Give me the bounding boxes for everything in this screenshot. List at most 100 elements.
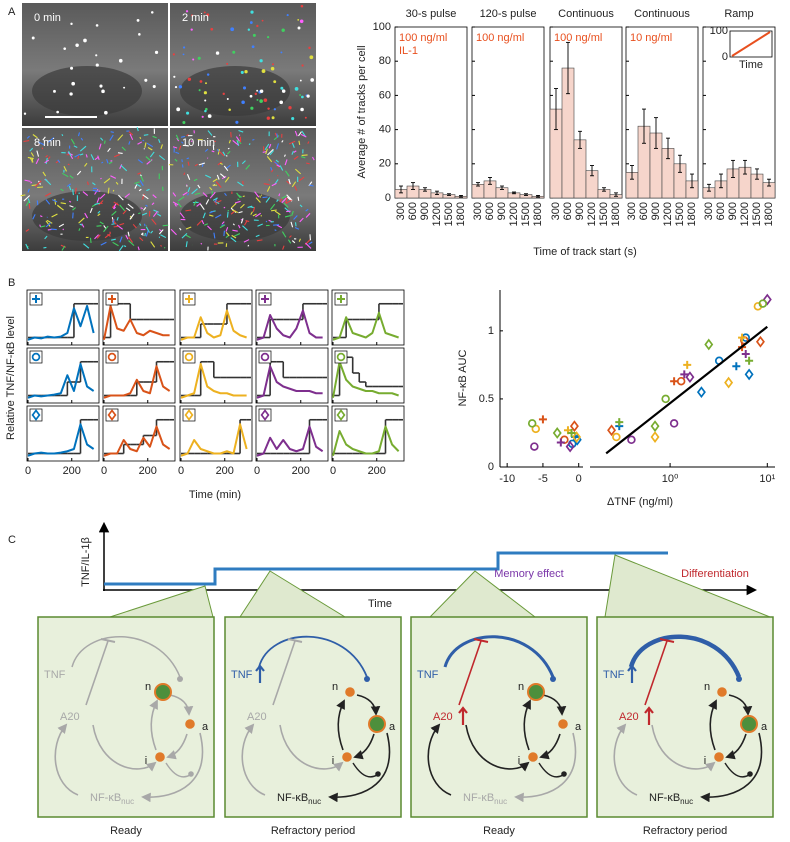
node-label: i (704, 755, 706, 767)
track (216, 174, 220, 180)
track-spot (228, 108, 231, 112)
marker-diamond (762, 293, 772, 306)
track (45, 199, 51, 205)
node-label: n (332, 681, 338, 693)
track (177, 202, 182, 208)
track (248, 143, 251, 146)
cell-nucleus (32, 191, 142, 241)
track (264, 143, 270, 151)
track-spot (215, 51, 220, 55)
track-spot (254, 92, 258, 96)
x-tick-label: 200 (139, 465, 157, 477)
nfkb-trace (332, 360, 399, 398)
track (151, 202, 155, 206)
x-tick-label: 1200 (739, 202, 751, 226)
marker-plus (683, 360, 692, 369)
cell-nucleus (32, 66, 142, 116)
track-spot (176, 107, 181, 112)
track (136, 183, 141, 188)
track (312, 156, 315, 161)
a-to-nfkb (328, 732, 391, 803)
track (137, 159, 143, 164)
annotation: 100 ng/ml (399, 32, 447, 44)
track-spot (291, 117, 295, 121)
track (141, 193, 145, 200)
track (146, 159, 153, 165)
track (25, 243, 29, 250)
track-spot (204, 99, 207, 102)
x-tick-label: 0 (101, 465, 107, 477)
track (191, 188, 198, 195)
track (247, 244, 250, 247)
track-spot (294, 87, 299, 91)
track (298, 176, 305, 182)
track-spot (203, 91, 207, 95)
nfkb-to-a20 (241, 723, 266, 796)
track-spot (104, 110, 108, 115)
nfkb-to-a20 (54, 723, 79, 796)
track (276, 164, 281, 168)
track (307, 141, 310, 144)
track (149, 151, 155, 158)
node-label: i (518, 755, 520, 767)
track (265, 197, 271, 203)
track (158, 155, 166, 161)
edge-dot (364, 676, 370, 682)
track-spot (123, 86, 126, 89)
x-tick-label: 300 (703, 202, 715, 220)
track (42, 136, 46, 141)
y-tick-label: 0.5 (479, 393, 494, 405)
panel-title: Ramp (724, 8, 753, 20)
node-label: a (389, 721, 396, 733)
track (47, 156, 51, 160)
track (140, 207, 143, 210)
track (284, 215, 291, 218)
track (46, 219, 53, 224)
track (100, 241, 107, 246)
track (185, 234, 191, 239)
track (151, 218, 157, 225)
track (193, 200, 197, 206)
track (259, 195, 261, 198)
i-decay (352, 762, 378, 778)
panel-title: Continuous (634, 8, 690, 20)
marker-plus (615, 418, 624, 427)
cell-nucleus (180, 66, 290, 116)
track (138, 188, 142, 192)
track-spot (83, 38, 87, 43)
track (235, 136, 240, 142)
track (140, 175, 144, 182)
inhibition-bar (659, 638, 675, 643)
y-tick-label: 40 (379, 124, 391, 136)
track (186, 134, 189, 137)
marker-diamond (569, 420, 579, 433)
cycle-i-n (149, 699, 158, 751)
track-spot (301, 95, 304, 99)
state-node (714, 752, 724, 762)
track (137, 141, 143, 145)
track (42, 171, 47, 177)
track (60, 244, 66, 248)
track (176, 137, 180, 142)
track (275, 159, 279, 163)
zoom-wedge (604, 554, 771, 618)
track (111, 238, 116, 241)
track (97, 213, 101, 217)
track (225, 232, 230, 237)
track-spot (178, 85, 183, 89)
x-tick-label: 900 (496, 202, 508, 220)
track (97, 210, 101, 214)
a20-to-i (465, 724, 530, 772)
track (181, 232, 188, 239)
track (283, 154, 286, 157)
track (127, 231, 130, 237)
track (236, 139, 242, 145)
track (170, 228, 177, 236)
track (287, 239, 292, 244)
track (86, 181, 89, 186)
x-tick-label: 200 (368, 465, 386, 477)
marker-diamond (184, 409, 194, 421)
track-spot (281, 28, 285, 32)
marker-diamond (552, 427, 562, 439)
frame-time: 2 min (182, 12, 209, 24)
